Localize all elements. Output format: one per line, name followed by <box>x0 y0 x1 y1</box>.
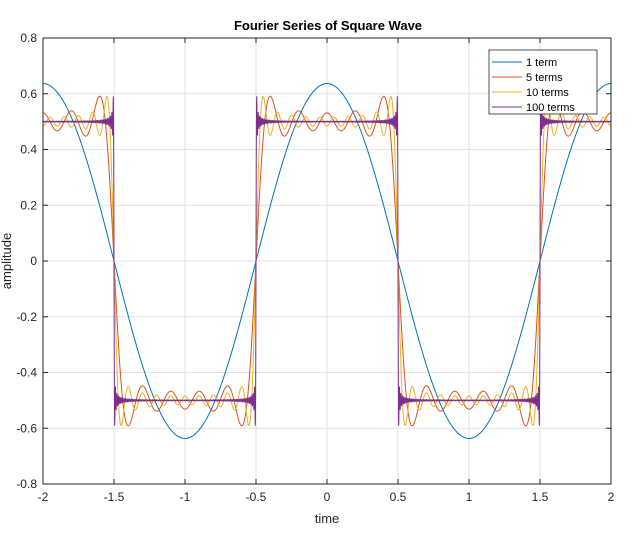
x-tick-label: 2 <box>608 490 615 504</box>
y-tick-label: 0.8 <box>20 31 37 45</box>
x-tick-label: -2 <box>38 490 49 504</box>
x-tick-label: -0.5 <box>246 490 267 504</box>
y-tick-label: -0.4 <box>16 366 37 380</box>
chart-title: Fourier Series of Square Wave <box>234 18 422 33</box>
legend-entry-100-terms: 100 terms <box>526 102 575 114</box>
legend-entry-5-terms: 5 terms <box>526 72 563 84</box>
plot-frame <box>42 37 612 485</box>
x-tick-label: 1.5 <box>532 490 549 504</box>
x-axis-label: time <box>315 511 340 526</box>
y-axis-label: amplitude <box>0 233 14 289</box>
x-tick-label: 0 <box>324 490 331 504</box>
series-line-1-terms <box>42 83 612 439</box>
y-tick-label: 0.6 <box>20 87 37 101</box>
x-tick-label: 1 <box>466 490 473 504</box>
y-tick-label: -0.6 <box>16 421 37 435</box>
y-tick-label: 0 <box>30 254 37 268</box>
series-line-10-terms <box>42 96 612 426</box>
series-line-5-terms <box>42 95 612 427</box>
x-tick-label: -1 <box>180 490 191 504</box>
legend-entry-10-terms: 10 terms <box>526 87 569 99</box>
y-tick-label: -0.2 <box>16 310 37 324</box>
y-tick-label: 0.2 <box>20 198 37 212</box>
legend-box <box>488 49 598 115</box>
x-tick-label: 0.5 <box>390 490 407 504</box>
tick-labels: -2 -1.5 -1 -0.5 0 0.5 1 1.5 2 -0.8 -0.6 -0.4 -0.2 0 0.… <box>16 31 614 504</box>
series-lines <box>42 83 612 439</box>
y-tick-label: 0.4 <box>20 143 37 157</box>
legend: 1 term 5 terms 10 terms 100 terms <box>488 49 598 115</box>
legend-entry-1-terms: 1 term <box>526 57 557 69</box>
series-line-100-terms <box>42 96 612 426</box>
x-tick-label: -1.5 <box>104 490 125 504</box>
y-tick-label: -0.8 <box>16 477 37 491</box>
